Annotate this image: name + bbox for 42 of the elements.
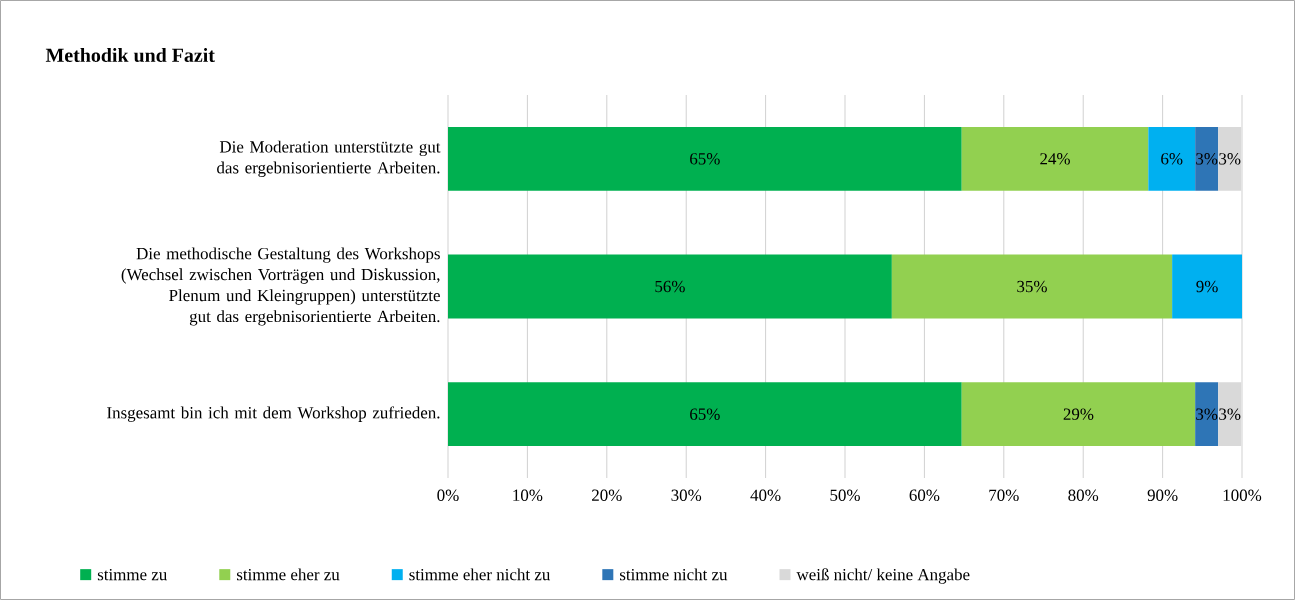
data-label: 3% [1196,153,1218,165]
y-tick-label: Insgesamt bin ich mit dem Workshop zufrieden. [107,406,440,422]
bar [961,382,1196,447]
x-tick-label: 50% [830,489,860,502]
legend-label: stimme eher zu [236,568,340,581]
bar [1148,126,1196,191]
data-label: 6% [1161,153,1183,165]
bar [891,254,1173,319]
data-label: 3% [1196,408,1218,420]
data-label: 65% [690,153,720,165]
bar [448,254,892,319]
bar [1172,254,1243,319]
text: Methodik und Fazit [45,47,215,63]
data-label: 65% [690,408,720,420]
legend-label: stimme nicht zu [620,568,728,581]
x-tick-label: 20% [592,489,622,502]
x-tick-label: 0% [437,489,459,502]
legend-label: stimme zu [97,568,167,581]
x-tick-label: 30% [671,489,702,502]
data-label: 3% [1219,153,1241,165]
x-tick-label: 100% [1223,489,1262,502]
data-label: 24% [1040,153,1070,165]
bar [1195,126,1219,191]
y-tick-label: Die methodische Gestaltung des Workshops (Wechsel zwischen Vorträgen und Diskussion, Plenum und Kleingruppen) unterstützte gut das ergebnisorientierte Arbeiten. [121,247,440,326]
x-tick-label: 10% [513,489,543,502]
x-tick-label: 60% [909,489,940,502]
data-label: 35% [1017,280,1047,293]
bar [1195,382,1219,447]
legend-label: stimme eher nicht zu [409,568,551,581]
x-tick-label: 40% [750,489,781,502]
x-tick-label: 90% [1147,489,1178,502]
legend-label: weiß nicht/ keine Angabe [796,568,970,584]
y-tick-label: Die Moderation unterstützte gut das ergebnisorientierte Arbeiten. [217,140,441,177]
bar [961,126,1149,191]
data-label: 56% [655,280,685,293]
bar [448,382,962,447]
data-label: 3% [1219,408,1241,420]
data-label: 9% [1196,280,1218,293]
x-tick-label: 70% [989,489,1019,502]
x-tick-label: 80% [1068,489,1099,502]
bar [448,126,962,191]
data-label: 29% [1063,408,1094,420]
